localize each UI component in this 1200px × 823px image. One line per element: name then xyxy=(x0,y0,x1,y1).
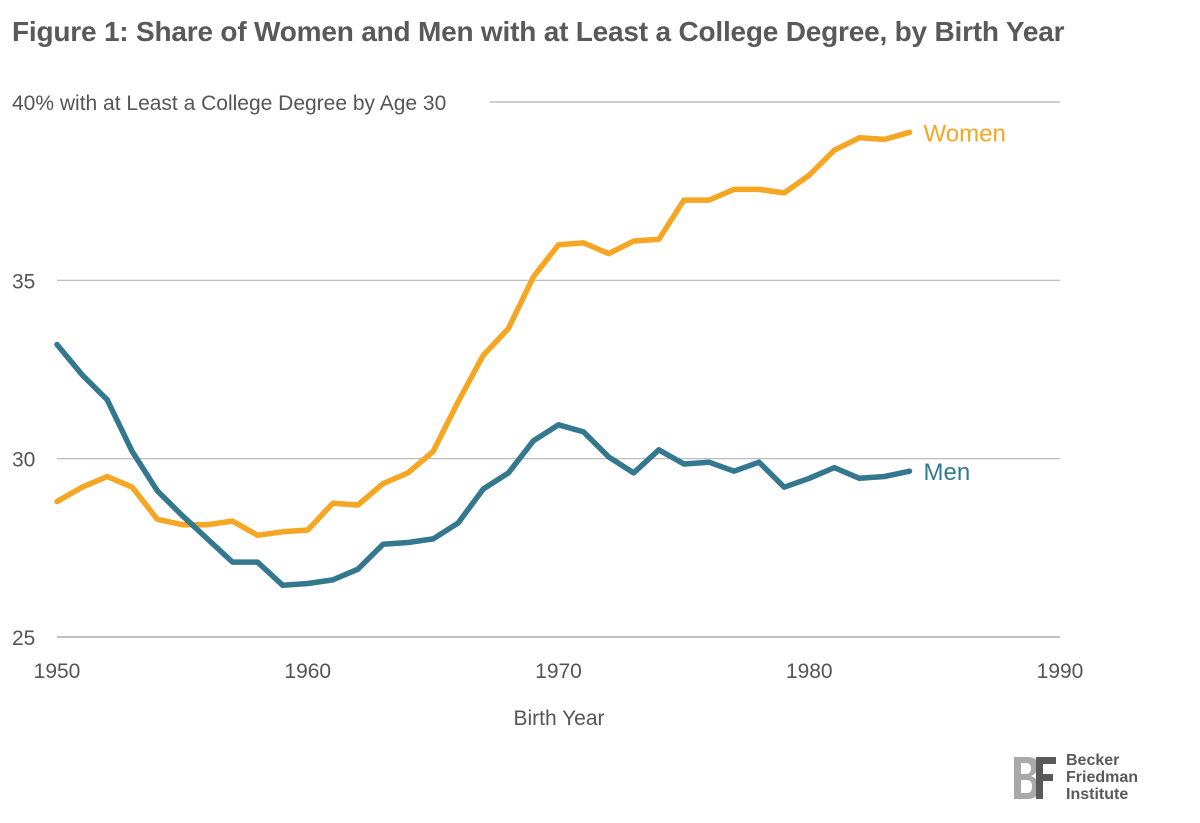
logo-wordmark: Becker Friedman Institute xyxy=(1066,752,1138,803)
x-tick-label-1960: 1960 xyxy=(284,660,331,683)
logo-line-1: Becker xyxy=(1066,752,1120,769)
series-lines xyxy=(54,129,913,589)
series-label-men: Men xyxy=(924,459,971,486)
x-tick-label-1990: 1990 xyxy=(1037,660,1084,683)
series-line-men xyxy=(54,341,913,589)
series-line-women xyxy=(54,129,913,539)
logo-line-3: Institute xyxy=(1066,786,1129,803)
x-tick-label-1970: 1970 xyxy=(535,660,582,683)
logo-line-2: Friedman xyxy=(1066,769,1139,786)
x-tick-labels: 1950 1960 1970 1980 1990 xyxy=(34,660,1084,683)
x-axis-label: Birth Year xyxy=(513,707,604,730)
y-tick-label-35: 35 xyxy=(12,270,35,293)
y-tick-label-25: 25 xyxy=(12,627,35,650)
becker-friedman-logo: Becker Friedman Institute xyxy=(1012,752,1138,803)
x-tick-label-1980: 1980 xyxy=(786,660,833,683)
y-axis-label: 40% with at Least a College Degree by Ag… xyxy=(12,92,446,115)
figure-title: Figure 1: Share of Women and Men with at… xyxy=(12,16,1065,47)
x-tick-label-1950: 1950 xyxy=(34,660,81,683)
gridlines xyxy=(57,101,1060,638)
series-labels: Women Men xyxy=(924,120,1006,486)
y-tick-labels: 25 30 35 xyxy=(12,270,35,650)
y-tick-label-30: 30 xyxy=(12,449,35,472)
bf-logo-icon xyxy=(1014,756,1056,799)
series-label-women: Women xyxy=(924,120,1006,147)
